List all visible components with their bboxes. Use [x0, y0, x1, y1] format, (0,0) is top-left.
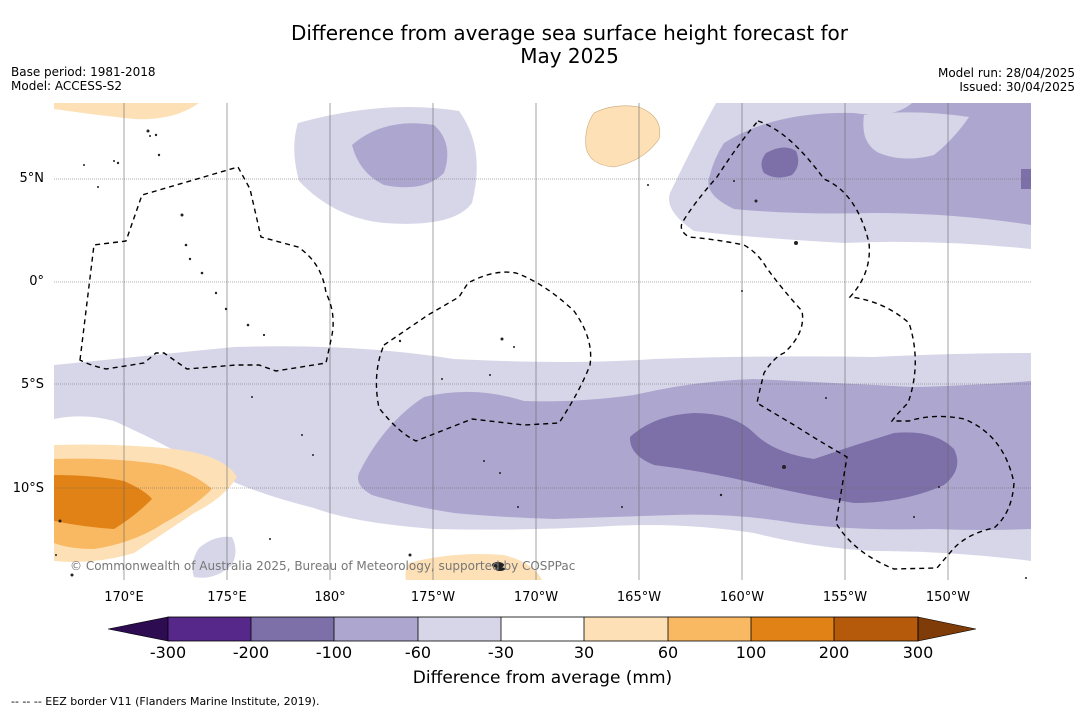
- colorbar-segment: [584, 617, 668, 641]
- colorbar-segment: [668, 617, 751, 641]
- colorbar-tick: -100: [315, 643, 353, 662]
- colorbar-segment: [168, 617, 251, 641]
- copyright-notice: © Commonwealth of Australia 2025, Bureau…: [70, 559, 576, 573]
- lon-label-180: 180°: [314, 590, 346, 605]
- colorbar-tick: -300: [149, 643, 187, 662]
- lat-label-5s: 5°S: [20, 377, 44, 392]
- lon-label-155w: 155°W: [822, 590, 868, 605]
- lon-label-175e: 175°E: [207, 590, 247, 605]
- lon-label-160w: 160°W: [719, 590, 765, 605]
- meta-right: Model run: 28/04/2025 Issued: 30/04/2025: [938, 66, 1075, 94]
- colorbar-segment: [251, 617, 334, 641]
- colorbar-segment: [418, 617, 501, 641]
- colorbar-extend-low: [108, 616, 169, 642]
- colorbar-segment: [501, 617, 584, 641]
- colorbar-segment: [834, 617, 918, 641]
- colorbar-extend-high: [917, 616, 977, 642]
- islands: [55, 129, 1027, 579]
- colorbar-tick: 60: [657, 643, 679, 662]
- lon-label-175w: 175°W: [410, 590, 456, 605]
- model-name: Model: ACCESS-S2: [11, 79, 123, 93]
- lon-label-165w: 165°W: [616, 590, 662, 605]
- colorbar-tick: -30: [487, 643, 515, 662]
- colorbar-tick: -60: [404, 643, 432, 662]
- colorbar-label: Difference from average (mm): [412, 668, 673, 688]
- map-area: [54, 103, 1031, 580]
- issued-date: Issued: 30/04/2025: [959, 80, 1075, 94]
- lon-label-170e: 170°E: [104, 590, 144, 605]
- base-period: Base period: 1981-2018: [11, 65, 156, 79]
- colorbar-tick: 300: [902, 643, 934, 662]
- map-title: Difference from average sea surface heig…: [0, 22, 1085, 68]
- eez-footnote: -- -- -- EEZ border V11 (Flanders Marine…: [11, 695, 320, 708]
- colorbar-segment: [334, 617, 418, 641]
- gridlines: [54, 103, 1031, 580]
- colorbar-tick: 30: [573, 643, 595, 662]
- lat-label-5n: 5°N: [19, 171, 45, 186]
- map-svg: [54, 103, 1031, 580]
- lon-label-170w: 170°W: [513, 590, 559, 605]
- meta-left: Base period: 1981-2018 Model: ACCESS-S2: [11, 65, 156, 93]
- colorbar-tick: 100: [735, 643, 767, 662]
- model-run: Model run: 28/04/2025: [937, 66, 1075, 80]
- title-line-1: Difference from average sea surface heig…: [290, 21, 849, 45]
- lat-label-10s: 10°S: [12, 481, 44, 496]
- eez-borders: [79, 120, 1015, 570]
- lon-label-150w: 150°W: [925, 590, 971, 605]
- colorbar-tick: -200: [232, 643, 270, 662]
- colorbar: [108, 616, 977, 642]
- title-line-2: May 2025: [520, 44, 619, 68]
- contour-positive: [54, 103, 661, 580]
- colorbar-tick: 200: [818, 643, 850, 662]
- colorbar-segment: [751, 617, 834, 641]
- lat-label-0: 0°: [29, 274, 44, 289]
